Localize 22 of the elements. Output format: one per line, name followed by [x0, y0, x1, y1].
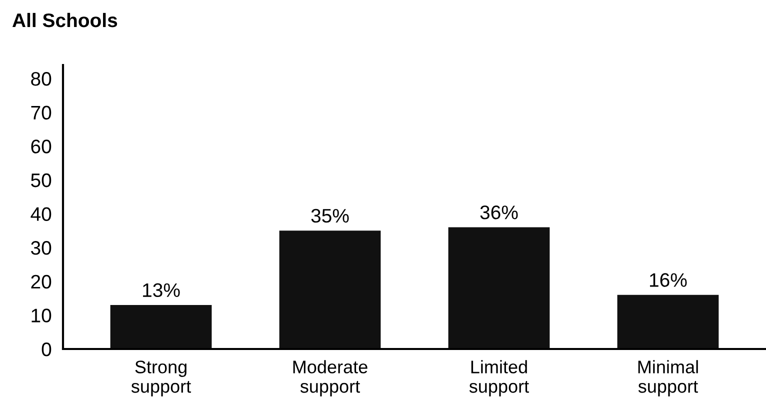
y-tick-label: 40 — [30, 207, 52, 221]
x-tick-label: Limited support — [469, 360, 529, 396]
data-label: 13% — [143, 283, 180, 298]
chart-title: All Schools — [12, 12, 118, 28]
y-tick-label: 10 — [32, 308, 52, 322]
y-tick-label: 60 — [31, 140, 52, 154]
y-tick-label: 50 — [31, 173, 52, 188]
y-tick-label: 20 — [31, 274, 52, 289]
bar — [110, 305, 212, 349]
x-tick-label: Strong support — [131, 360, 191, 396]
y-tick-label: 80 — [31, 72, 52, 86]
y-tick-label: 70 — [31, 106, 52, 120]
y-tick-label: 30 — [31, 241, 52, 255]
bar — [617, 294, 719, 349]
bar — [279, 230, 381, 349]
data-label: 35% — [311, 208, 349, 223]
x-tick-label: Minimal support — [638, 360, 698, 396]
x-tick-label: Moderate support — [293, 360, 368, 396]
bar — [448, 227, 550, 349]
y-tick-label: 0 — [42, 342, 52, 356]
data-label: 16% — [650, 273, 687, 287]
data-label: 36% — [480, 206, 518, 220]
